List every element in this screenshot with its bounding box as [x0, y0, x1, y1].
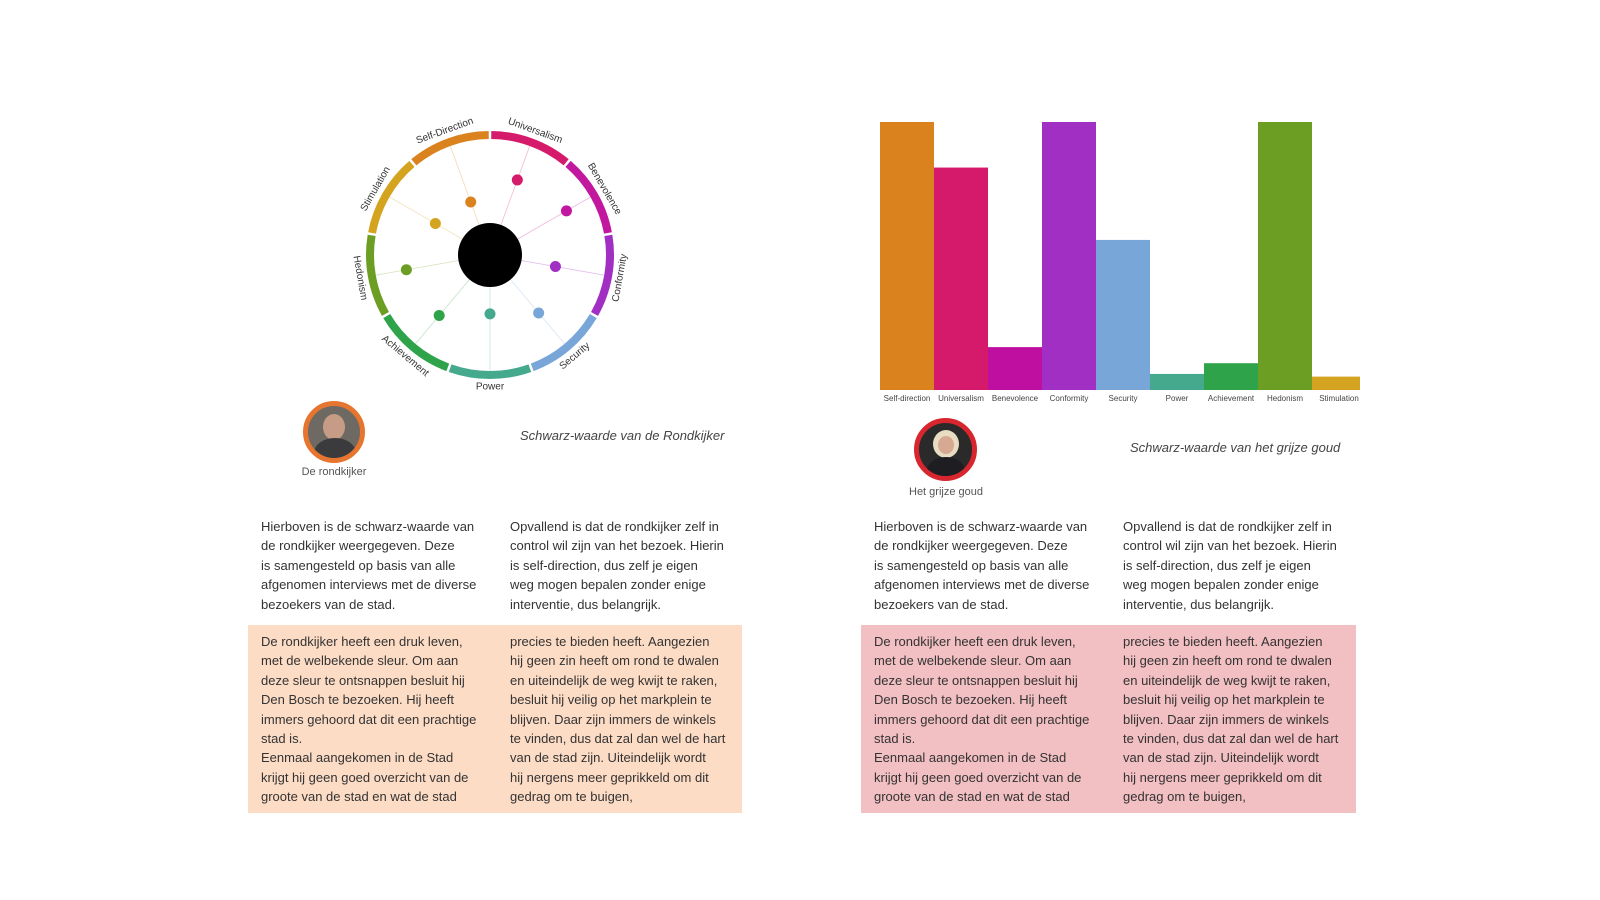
chart-title-left: Schwarz-waarde van de Rondkijker	[520, 428, 725, 443]
avatar-head	[323, 414, 345, 440]
ring-segment-stimulation	[368, 160, 415, 234]
value-dot-security	[533, 307, 545, 319]
intro-left-col1: Hierboven is de schwarz-waarde van de ro…	[261, 519, 477, 612]
value-dot-universalism	[511, 174, 523, 186]
value-dot-conformity	[549, 261, 561, 273]
value-dot-hedonism	[400, 264, 412, 276]
avatar-body	[927, 457, 965, 476]
ring-segment-benevolence	[565, 160, 612, 234]
bar-label-stimulation: Stimulation	[1319, 394, 1359, 403]
bar-stimulation	[1312, 376, 1360, 390]
persona-caption-left: De rondkijker	[301, 466, 367, 478]
bar-label-universalism: Universalism	[938, 394, 984, 403]
value-dot-achievement	[433, 310, 445, 322]
persona-avatar-grijze-goud	[914, 418, 977, 481]
value-dot-power	[484, 308, 496, 320]
value-dot-stimulation	[429, 217, 441, 229]
story-panel-left: De rondkijker heeft een druk leven, met …	[248, 625, 742, 813]
bar-security	[1096, 239, 1150, 390]
intro-left-col2: Opvallend is dat de rondkijker zelf in c…	[510, 519, 724, 612]
bar-achievement	[1204, 363, 1258, 390]
segment-label-power: Power	[476, 382, 505, 393]
avatar-face	[938, 436, 954, 454]
bar-conformity	[1042, 122, 1096, 390]
schwarz-bar-chart: Self-direction Universalism Benevolence Con…	[880, 122, 1360, 403]
bar-label-hedonism: Hedonism	[1267, 394, 1303, 403]
chart-title-right: Schwarz-waarde van het grijze goud	[1130, 440, 1341, 455]
story-right-col2: precies te bieden heeft. Aangezien hij g…	[1123, 634, 1339, 805]
avatar-body	[314, 438, 356, 458]
bar-label-security: Security	[1109, 394, 1138, 403]
story-panel-right: De rondkijker heeft een druk leven, met …	[861, 625, 1356, 813]
ring-segment-achievement	[383, 313, 450, 372]
story-right-col1: De rondkijker heeft een druk leven, met …	[874, 634, 1090, 805]
bar-label-conformity: Conformity	[1050, 394, 1089, 403]
persona-caption-right: Het grijze goud	[909, 486, 983, 498]
value-dot-benevolence	[560, 205, 572, 217]
schwarz-wheel-chart: UniversalismBenevolenceConformitySecurit…	[351, 116, 630, 393]
ring-segment-conformity	[591, 234, 614, 316]
value-dot-self-direction	[465, 196, 477, 208]
bar-label-achievement: Achievement	[1208, 394, 1255, 403]
bar-benevolence	[988, 347, 1042, 390]
ring-segment-power	[448, 364, 532, 379]
bar-universalism	[934, 167, 988, 390]
ring-segment-universalism	[491, 131, 569, 166]
ring-segment-self-direction	[411, 131, 489, 166]
persona-avatar-rondkijker	[303, 401, 365, 463]
ring-segment-security	[530, 313, 597, 372]
bar-label-self-direction: Self-direction	[884, 394, 931, 403]
story-left-col2: precies te bieden heeft. Aangezien hij g…	[510, 634, 726, 805]
ring-segment-hedonism	[366, 234, 389, 316]
intro-right-col2: Opvallend is dat de rondkijker zelf in c…	[1123, 519, 1337, 612]
bar-label-power: Power	[1166, 394, 1189, 403]
bar-label-benevolence: Benevolence	[992, 394, 1039, 403]
bar-self-direction	[880, 122, 934, 390]
center-hub	[458, 223, 522, 287]
bar-hedonism	[1258, 122, 1312, 390]
story-left-col1: De rondkijker heeft een druk leven, met …	[261, 634, 477, 805]
intro-right-col1: Hierboven is de schwarz-waarde van de ro…	[874, 519, 1090, 612]
bar-power	[1150, 373, 1204, 390]
